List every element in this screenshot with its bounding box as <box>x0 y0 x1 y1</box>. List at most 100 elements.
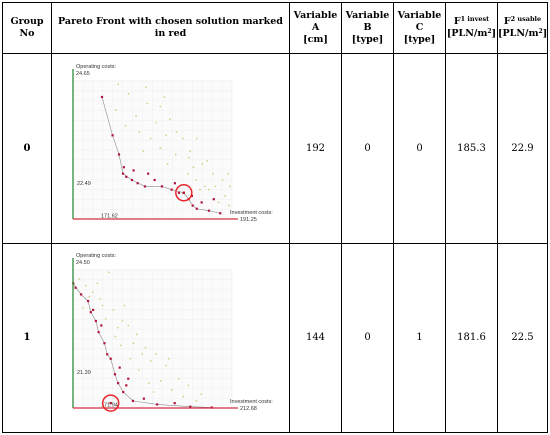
solution-point <box>167 357 170 360</box>
header-text: F <box>503 15 511 27</box>
solution-point <box>181 395 184 398</box>
solution-point <box>91 291 94 293</box>
pareto-point <box>73 286 77 289</box>
f2-usable-value: 22.5 <box>497 242 548 434</box>
pareto-point <box>146 172 149 175</box>
pareto-point <box>155 403 158 406</box>
x-axis-title: Investment costs: <box>230 399 273 405</box>
solution-point <box>207 188 210 191</box>
solution-point <box>199 393 202 395</box>
header-variable-c: Variable C [type] <box>393 1 446 55</box>
solution-point <box>192 165 194 168</box>
solution-point <box>114 108 117 111</box>
pareto-point <box>102 341 106 345</box>
header-text: [type] <box>351 34 384 46</box>
solution-point <box>144 86 147 88</box>
solution-point <box>96 282 98 285</box>
header-f2-usable: F2 usable [PLN/m2] <box>497 1 548 55</box>
x-min-label: 171.62 <box>101 213 118 219</box>
pareto-point <box>94 319 97 322</box>
solution-point <box>127 92 130 95</box>
solution-point <box>87 295 90 298</box>
pareto-point <box>173 401 176 405</box>
chosen-point <box>109 401 112 405</box>
solution-point <box>177 377 180 380</box>
pareto-point <box>131 168 135 172</box>
pareto-point <box>126 377 129 380</box>
solution-point <box>107 271 110 273</box>
solution-point <box>227 204 230 207</box>
solution-point <box>211 172 214 175</box>
solution-point <box>201 162 203 165</box>
pareto-point <box>110 133 114 136</box>
header-f2-line2: [PLN/m2] <box>498 28 547 41</box>
header-text: A <box>311 22 320 34</box>
f1-invest-value: 181.6 <box>445 242 498 434</box>
pareto-point <box>121 172 124 175</box>
x-min-label: 171.94 <box>101 402 118 408</box>
variable-a-value: 144 <box>289 242 342 434</box>
header-text: No <box>19 28 35 40</box>
pareto-point <box>173 181 176 184</box>
solution-point <box>164 364 167 367</box>
pareto-point <box>97 330 100 334</box>
chosen-solution-marker <box>174 183 193 202</box>
solution-point <box>135 333 138 336</box>
solution-point <box>158 146 161 149</box>
solution-point <box>166 162 169 165</box>
header-variable-a: Variable A [cm] <box>289 1 342 55</box>
pareto-point <box>153 178 156 181</box>
solution-point <box>116 82 119 85</box>
pareto-point <box>124 384 127 387</box>
group-number: 1 <box>2 242 52 434</box>
variable-a-value: 192 <box>289 53 342 244</box>
header-text: C <box>415 22 424 34</box>
pareto-point <box>124 175 127 178</box>
pareto-point <box>160 184 163 188</box>
solution-point <box>159 379 162 382</box>
header-text: Pareto Front with chosen solution marked… <box>58 16 283 40</box>
header-text: Variable <box>345 10 390 22</box>
solution-point <box>78 277 80 280</box>
pareto-chart-cell: Operating costs: 24.65 22.49 Investment cos… <box>51 53 290 244</box>
pareto-point <box>200 200 203 204</box>
pareto-point <box>113 373 116 376</box>
pareto-point <box>79 293 82 296</box>
chosen-solution-marker <box>101 394 119 412</box>
header-text: Variable <box>397 10 442 22</box>
table-row: 0 Operating costs: 24.65 22.49 Investment c… <box>2 53 548 244</box>
solution-point <box>144 346 146 349</box>
pareto-chart: Operating costs:24.50 21.39 Investment cos… <box>71 253 273 412</box>
f2-usable-value: 22.9 <box>497 53 548 244</box>
solution-point <box>112 308 114 311</box>
pareto-point <box>131 399 134 402</box>
solution-point <box>126 324 129 327</box>
solution-point <box>137 130 140 133</box>
y-axis-title: Operating costs: <box>76 253 117 259</box>
y-max-label: 24.65 <box>76 71 90 77</box>
solution-point <box>170 388 172 391</box>
solution-point <box>186 384 189 387</box>
y-min-label: 22.49 <box>77 181 91 187</box>
solution-point <box>84 284 87 287</box>
solution-point <box>121 319 123 322</box>
solution-point <box>217 201 220 203</box>
header-pareto: Pareto Front with chosen solution marked… <box>51 1 290 55</box>
solution-point <box>137 368 140 371</box>
y-axis-title: Operating costs: <box>76 64 117 70</box>
x-max-label: 191.25 <box>240 217 257 223</box>
pareto-point <box>89 310 92 314</box>
chosen-point <box>182 191 185 194</box>
pareto-point <box>121 390 124 393</box>
solution-point <box>226 172 229 175</box>
pareto-point <box>188 405 191 408</box>
solution-point <box>223 194 226 197</box>
solution-point <box>140 353 143 356</box>
solution-point <box>149 359 152 362</box>
solution-point <box>154 121 157 123</box>
solution-point <box>152 390 155 393</box>
header-f1-line2: [PLN/m2] <box>446 28 497 41</box>
pareto-point <box>170 188 173 191</box>
pareto-point <box>109 357 112 360</box>
x-axis-title: Investment costs: <box>230 210 273 216</box>
